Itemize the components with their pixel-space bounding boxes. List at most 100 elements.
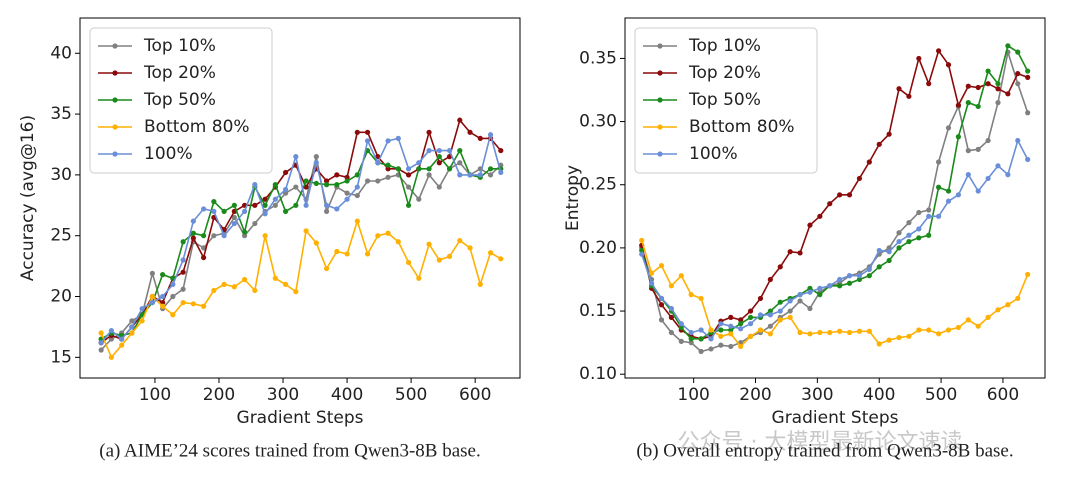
point [975, 323, 981, 329]
point [965, 100, 971, 106]
point [777, 308, 783, 314]
point [866, 273, 872, 279]
point [457, 160, 463, 166]
point [139, 318, 145, 324]
point [955, 192, 962, 198]
point [190, 301, 196, 307]
point [477, 172, 483, 178]
point [827, 201, 833, 207]
point [678, 321, 684, 327]
point [837, 328, 843, 334]
point [787, 249, 793, 255]
point [906, 220, 912, 226]
legend-marker [657, 124, 663, 130]
point [231, 202, 237, 208]
point [777, 264, 783, 270]
point [837, 283, 843, 289]
point [757, 327, 764, 333]
legend-box [89, 27, 273, 174]
point [846, 192, 853, 198]
point [1005, 91, 1011, 97]
point [975, 84, 981, 91]
point [678, 324, 684, 331]
point [354, 218, 360, 224]
point [896, 230, 902, 236]
point [221, 233, 227, 239]
point [658, 262, 665, 269]
point [416, 275, 422, 281]
y-tick-label: 0.25 [579, 175, 617, 195]
point [906, 93, 912, 99]
watermark: 公众号 · 大模型最新论文速读 [678, 430, 963, 455]
point [876, 341, 882, 347]
point [313, 180, 319, 187]
y-tick-label: 0.10 [579, 364, 617, 384]
point [293, 289, 299, 295]
point [856, 273, 863, 279]
x-tick-label: 300 [801, 385, 833, 405]
point [487, 172, 494, 178]
point [678, 338, 684, 344]
point [344, 190, 350, 196]
point [886, 337, 892, 343]
point [364, 129, 371, 135]
point [668, 305, 674, 312]
point [98, 347, 104, 353]
point [231, 214, 237, 221]
point [688, 336, 694, 342]
point [936, 184, 942, 190]
point [708, 346, 714, 352]
point [303, 228, 309, 234]
point [926, 81, 932, 87]
x-axis-label: Gradient Steps [237, 408, 364, 428]
point [955, 324, 962, 331]
point [293, 202, 299, 208]
point [876, 247, 882, 254]
point [995, 100, 1001, 106]
point [827, 283, 833, 289]
point [1015, 137, 1021, 144]
point [344, 196, 350, 202]
point [856, 175, 863, 182]
point [282, 281, 289, 287]
point [241, 229, 248, 235]
point [405, 166, 412, 172]
point [416, 166, 422, 172]
point [936, 331, 942, 337]
point [767, 276, 773, 283]
point [149, 299, 155, 306]
point [334, 248, 340, 255]
point [129, 324, 135, 330]
point [1005, 302, 1011, 308]
point [807, 331, 813, 337]
point [797, 298, 803, 304]
point [385, 138, 391, 144]
point [738, 317, 744, 323]
y-tick-label: 0.15 [579, 301, 617, 321]
legend-marker [657, 151, 663, 157]
point [896, 334, 902, 341]
point [457, 147, 463, 154]
legend-marker [112, 97, 118, 103]
point [747, 314, 754, 320]
point [668, 314, 674, 320]
point [498, 256, 504, 262]
point [817, 285, 823, 291]
point [344, 174, 350, 180]
series-line [640, 51, 1029, 353]
series-line [100, 148, 501, 340]
point [916, 235, 922, 241]
point [926, 213, 932, 219]
point [201, 303, 207, 309]
point [936, 213, 942, 219]
point [916, 327, 922, 333]
point [231, 284, 237, 290]
y-tick-label: 35 [50, 104, 72, 124]
point [985, 314, 991, 320]
y-tick-label: 30 [50, 165, 72, 185]
point [98, 340, 104, 346]
x-tick-label: 600 [459, 385, 491, 405]
point [323, 265, 330, 272]
y-tick-label: 0.20 [579, 238, 617, 258]
point [945, 188, 952, 194]
